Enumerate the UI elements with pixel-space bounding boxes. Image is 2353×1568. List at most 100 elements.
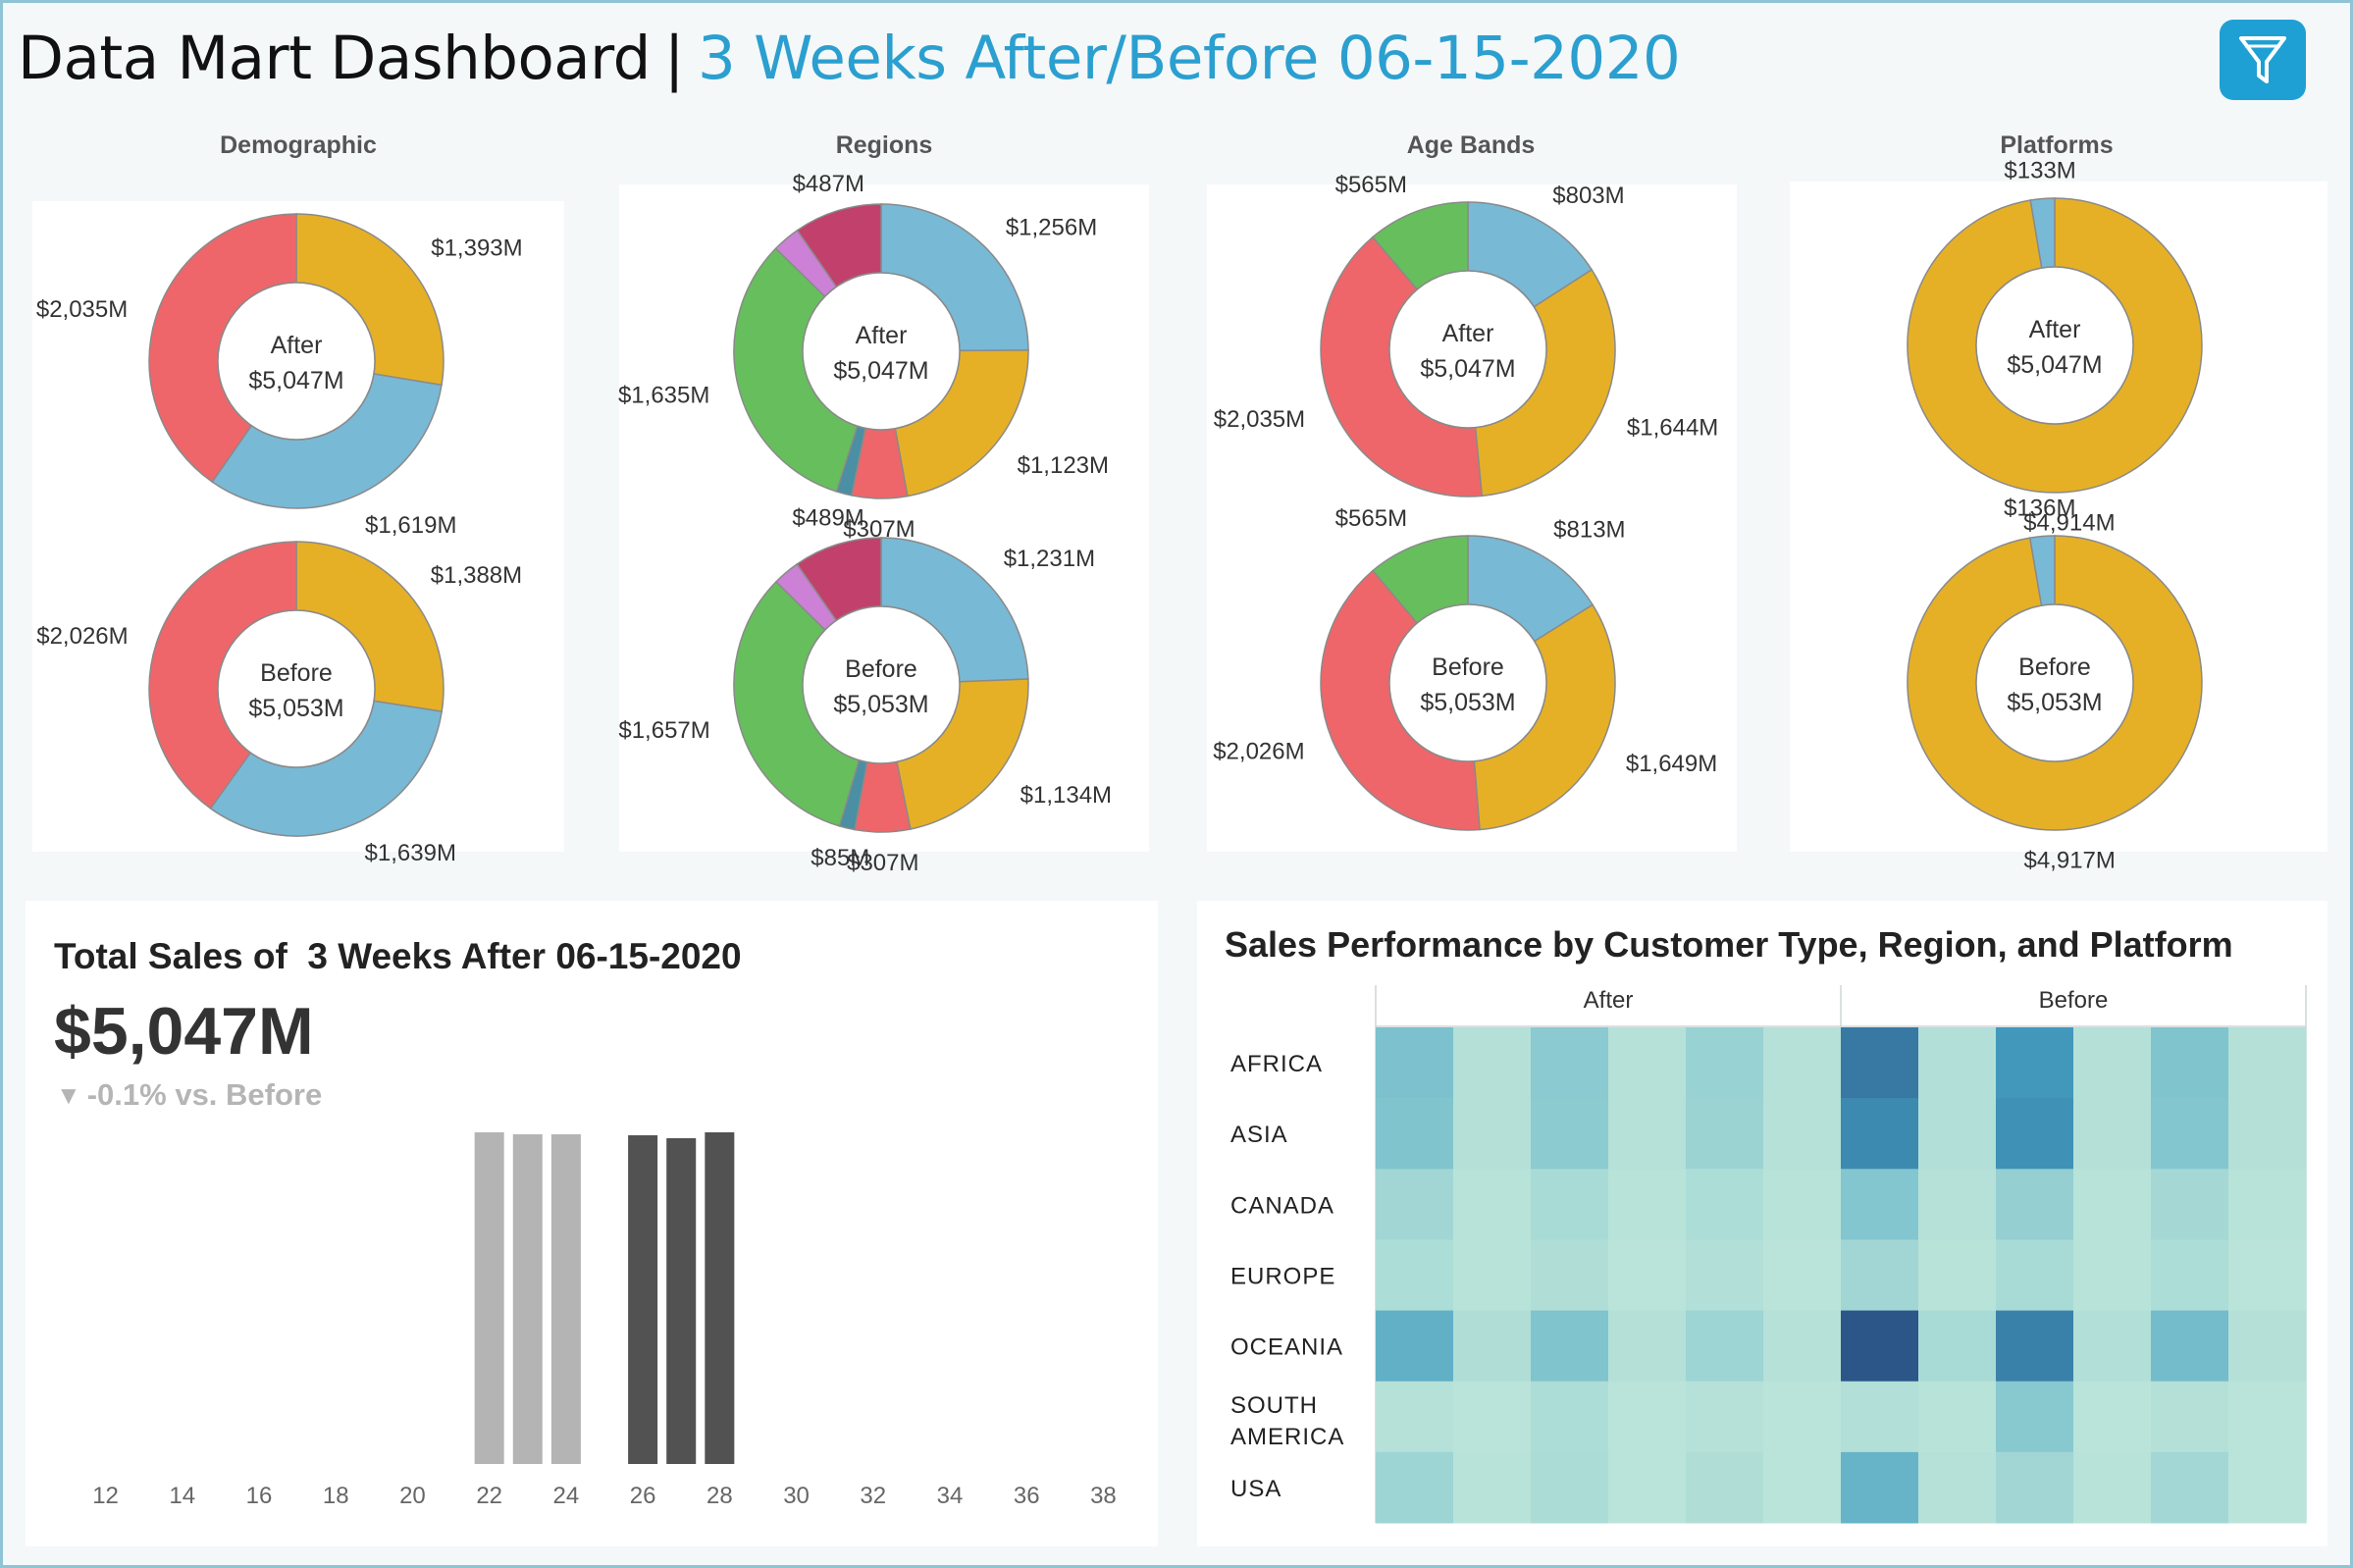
heatmap-cell[interactable]	[1608, 1098, 1687, 1170]
sales-bar-after[interactable]	[705, 1132, 735, 1464]
heatmap-cell[interactable]	[1453, 1027, 1532, 1099]
heatmap-cell[interactable]	[1608, 1381, 1687, 1453]
heatmap-cell[interactable]	[1531, 1451, 1609, 1524]
heatmap-cell[interactable]	[1763, 1098, 1842, 1170]
heatmap-cell[interactable]	[1531, 1027, 1609, 1099]
heatmap-cell[interactable]	[1918, 1027, 1997, 1099]
regions-donut-after: $1,256M$1,123M$307M$1,635M$487MAfter$5,0…	[618, 171, 1109, 543]
heatmap-cell[interactable]	[2073, 1098, 2152, 1170]
heatmap-cell[interactable]	[1686, 1169, 1764, 1240]
heatmap-cell[interactable]	[2073, 1310, 2152, 1383]
heatmap-cell[interactable]	[1841, 1451, 1919, 1524]
heatmap-cell[interactable]	[2073, 1381, 2152, 1453]
heatmap-cell[interactable]	[1996, 1239, 2074, 1312]
heatmap-cell[interactable]	[2228, 1169, 2307, 1240]
heatmap-cell[interactable]	[2151, 1381, 2229, 1453]
heatmap-cell[interactable]	[1531, 1381, 1609, 1453]
heatmap-cell[interactable]	[1996, 1451, 2074, 1524]
heatmap-cell[interactable]	[1376, 1027, 1454, 1099]
x-tick-label: 34	[937, 1483, 964, 1509]
heatmap-cell[interactable]	[1686, 1310, 1764, 1383]
heatmap-cell[interactable]	[1918, 1169, 1997, 1240]
heatmap-cell[interactable]	[1531, 1239, 1609, 1312]
heatmap-cell[interactable]	[1531, 1169, 1609, 1240]
heatmap-cell[interactable]	[1376, 1451, 1454, 1524]
heatmap-cell[interactable]	[2228, 1451, 2307, 1524]
heatmap-cell[interactable]	[1841, 1239, 1919, 1312]
heatmap-cell[interactable]	[1763, 1381, 1842, 1453]
heatmap-cell[interactable]	[1453, 1098, 1532, 1170]
heatmap-cell[interactable]	[1841, 1098, 1919, 1170]
heatmap-cell[interactable]	[1376, 1098, 1454, 1170]
heatmap-cell[interactable]	[1918, 1451, 1997, 1524]
heatmap-cell[interactable]	[1686, 1239, 1764, 1312]
heatmap-cell[interactable]	[1763, 1027, 1842, 1099]
heatmap-cell[interactable]	[1531, 1098, 1609, 1170]
heatmap-cell[interactable]	[1686, 1381, 1764, 1453]
heatmap-cell[interactable]	[1453, 1239, 1532, 1312]
heatmap-cell[interactable]	[1996, 1098, 2074, 1170]
heatmap-cell[interactable]	[1608, 1239, 1687, 1312]
heatmap-cell[interactable]	[2151, 1027, 2229, 1099]
donut-hole	[1388, 603, 1547, 762]
heatmap-cell[interactable]	[1686, 1451, 1764, 1524]
donut-hole	[217, 609, 376, 768]
heatmap-cell[interactable]	[1763, 1169, 1842, 1240]
heatmap-cell[interactable]	[1918, 1098, 1997, 1170]
heatmap-cell[interactable]	[1763, 1451, 1842, 1524]
heatmap-cell[interactable]	[1763, 1239, 1842, 1312]
heatmap-cell[interactable]	[1918, 1239, 1997, 1312]
filter-button[interactable]	[2220, 20, 2306, 100]
dashboard-title: Data Mart Dashboard	[18, 23, 651, 93]
heatmap-cell[interactable]	[1841, 1381, 1919, 1453]
heatmap-cell[interactable]	[2228, 1239, 2307, 1312]
heatmap-cell[interactable]	[1996, 1381, 2074, 1453]
heatmap-cell[interactable]	[1841, 1169, 1919, 1240]
heatmap-cell[interactable]	[1453, 1451, 1532, 1524]
heatmap-cell[interactable]	[1608, 1310, 1687, 1383]
heatmap-cell[interactable]	[1841, 1310, 1919, 1383]
heatmap-cell[interactable]	[1376, 1169, 1454, 1240]
heatmap-cell[interactable]	[1841, 1027, 1919, 1099]
heatmap-cell[interactable]	[2228, 1027, 2307, 1099]
heatmap-cell[interactable]	[1918, 1381, 1997, 1453]
donut-slice-label: $1,123M	[1018, 452, 1109, 479]
donut-slice-label: $2,026M	[36, 623, 128, 650]
heatmap-cell[interactable]	[1608, 1169, 1687, 1240]
heatmap-cell[interactable]	[2073, 1169, 2152, 1240]
heatmap-cell[interactable]	[1608, 1027, 1687, 1099]
sales-bar-after[interactable]	[628, 1135, 658, 1464]
heatmap-cell[interactable]	[2228, 1310, 2307, 1383]
donut-hole	[802, 605, 961, 764]
heatmap-cell[interactable]	[1376, 1239, 1454, 1312]
heatmap-cell[interactable]	[2228, 1098, 2307, 1170]
heatmap-cell[interactable]	[1453, 1381, 1532, 1453]
heatmap-cell[interactable]	[1996, 1169, 2074, 1240]
heatmap-cell[interactable]	[1453, 1169, 1532, 1240]
sales-bar-before[interactable]	[550, 1134, 581, 1464]
heatmap-cell[interactable]	[2228, 1381, 2307, 1453]
heatmap-cell[interactable]	[2073, 1027, 2152, 1099]
heatmap-cell[interactable]	[1376, 1381, 1454, 1453]
heatmap-cell[interactable]	[2151, 1451, 2229, 1524]
heatmap-cell[interactable]	[2151, 1169, 2229, 1240]
heatmap-cell[interactable]	[2151, 1239, 2229, 1312]
heatmap-cell[interactable]	[2151, 1098, 2229, 1170]
sales-bar-before[interactable]	[512, 1134, 543, 1464]
heatmap-cell[interactable]	[2073, 1451, 2152, 1524]
heatmap-cell[interactable]	[1453, 1310, 1532, 1383]
heatmap-cell[interactable]	[1996, 1310, 2074, 1383]
sales-bar-after[interactable]	[666, 1138, 697, 1464]
heatmap-cell[interactable]	[1531, 1310, 1609, 1383]
heatmap-cell[interactable]	[1376, 1310, 1454, 1383]
heatmap-cell[interactable]	[1608, 1451, 1687, 1524]
heatmap-cell[interactable]	[1686, 1098, 1764, 1170]
heatmap-cell[interactable]	[1996, 1027, 2074, 1099]
heatmap-cell[interactable]	[2073, 1239, 2152, 1312]
heatmap-cell[interactable]	[1763, 1310, 1842, 1383]
heatmap-cell[interactable]	[1918, 1310, 1997, 1383]
sales-bar-before[interactable]	[474, 1132, 504, 1464]
donut-slice-label: $2,035M	[36, 296, 128, 323]
heatmap-cell[interactable]	[1686, 1027, 1764, 1099]
heatmap-cell[interactable]	[2151, 1310, 2229, 1383]
